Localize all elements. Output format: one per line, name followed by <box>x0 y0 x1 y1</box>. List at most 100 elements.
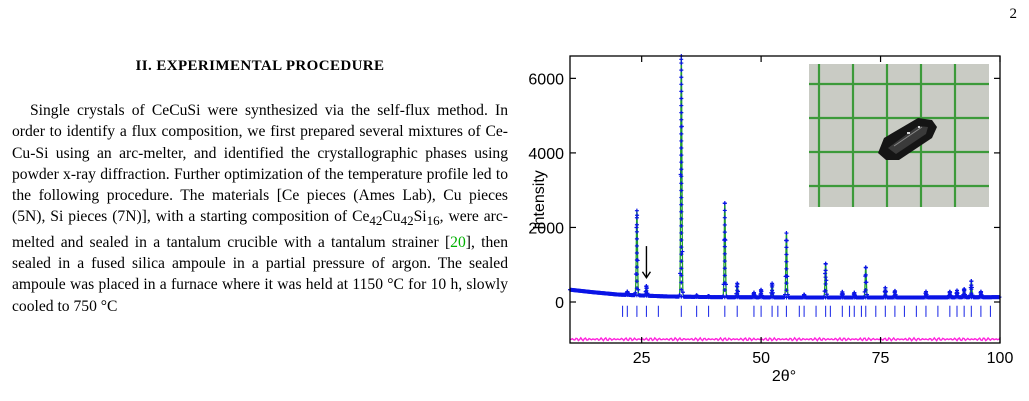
text-span: Single crystals of CeCuSi were synthesiz… <box>12 102 508 226</box>
observed-point <box>634 265 639 270</box>
observed-point <box>679 146 684 151</box>
observed-point <box>722 251 727 256</box>
observed-point <box>947 289 952 294</box>
observed-point <box>679 238 684 243</box>
observed-point <box>892 288 897 293</box>
observed-point <box>679 110 684 115</box>
observed-point <box>923 289 928 294</box>
x-tick-label: 50 <box>752 350 770 367</box>
observed-point <box>784 273 789 278</box>
observed-point <box>784 281 789 286</box>
observed-point <box>679 174 684 179</box>
observed-point <box>679 167 684 172</box>
observed-point <box>722 295 727 300</box>
observed-point <box>679 280 684 285</box>
observed-point <box>784 238 789 243</box>
observed-point <box>679 216 684 221</box>
observed-point <box>784 266 789 271</box>
text-span: Cu <box>382 208 401 226</box>
observed-point <box>969 287 974 292</box>
observed-point <box>722 280 727 285</box>
observed-point <box>706 294 711 299</box>
observed-point <box>679 68 684 73</box>
left-column: II. EXPERIMENTAL PROCEDURE Single crysta… <box>12 58 508 317</box>
observed-point <box>751 290 756 295</box>
observed-point <box>722 237 727 242</box>
observed-point <box>679 252 684 257</box>
observed-point <box>680 290 685 295</box>
observed-point <box>679 82 684 87</box>
y-tick-label: 2000 <box>528 220 564 237</box>
x-tick-label: 75 <box>872 350 890 367</box>
observed-point <box>969 291 974 296</box>
observed-point <box>634 272 639 277</box>
observed-point <box>634 236 639 241</box>
observed-point <box>978 289 983 294</box>
observed-point <box>679 230 684 235</box>
observed-point <box>679 117 684 122</box>
observed-point <box>784 295 789 300</box>
observed-point <box>969 295 974 300</box>
observed-point <box>634 208 639 213</box>
citation-link[interactable]: 20 <box>450 233 466 251</box>
observed-point <box>634 279 639 284</box>
observed-point <box>955 288 959 293</box>
observed-point <box>722 215 727 220</box>
observed-point <box>679 266 684 271</box>
observed-point <box>802 292 807 297</box>
observed-point <box>759 287 764 292</box>
observed-point <box>722 244 727 249</box>
observed-point <box>679 245 684 250</box>
observed-point <box>823 288 828 293</box>
observed-point <box>823 281 828 286</box>
subscript: 42 <box>369 213 383 229</box>
x-axis-label: 2θ° <box>772 368 796 385</box>
observed-series <box>568 54 1002 300</box>
subscript: 16 <box>426 213 440 229</box>
observed-point <box>679 124 684 129</box>
xrd-chart: 25 50 75 100 0 2000 4000 6000 2θ° Intensity <box>528 54 1013 385</box>
observed-point <box>679 160 684 165</box>
section-heading: II. EXPERIMENTAL PROCEDURE <box>135 58 385 74</box>
observed-point <box>722 230 727 235</box>
observed-point <box>770 284 775 289</box>
observed-point <box>784 252 789 257</box>
observed-point <box>679 75 684 80</box>
y-tick-label: 4000 <box>528 146 564 163</box>
difference-curve <box>569 336 1001 342</box>
observed-point <box>735 284 740 289</box>
observed-point <box>784 259 789 264</box>
observed-point <box>852 290 857 295</box>
text-span: Si <box>413 208 427 226</box>
axes-layer: 25 50 75 100 0 2000 4000 6000 <box>528 56 1013 367</box>
observed-point <box>823 295 828 300</box>
observed-point <box>679 181 684 186</box>
observed-point <box>644 283 649 288</box>
observed-point <box>680 249 685 254</box>
observed-point <box>969 283 974 288</box>
observed-point <box>679 195 684 200</box>
y-tick-label: 0 <box>555 295 564 312</box>
observed-point <box>840 289 845 294</box>
observed-point <box>969 279 974 284</box>
observed-point <box>634 222 639 227</box>
observed-point <box>633 290 638 295</box>
observed-point <box>634 293 639 298</box>
observed-point <box>722 259 727 264</box>
observed-point <box>634 215 639 220</box>
observed-point <box>679 259 684 264</box>
observed-point <box>735 288 740 293</box>
observed-point <box>679 209 684 214</box>
observed-point <box>770 291 775 296</box>
observed-point <box>679 89 684 94</box>
observed-point <box>824 278 829 283</box>
observed-point <box>634 229 639 234</box>
observed-point <box>679 153 684 158</box>
observed-point <box>863 272 868 277</box>
observed-point <box>634 243 639 248</box>
xrd-figure: 25 50 75 100 0 2000 4000 6000 2θ° Intensity <box>526 50 1020 395</box>
observed-point <box>679 61 684 66</box>
observed-point <box>634 258 639 263</box>
observed-point <box>722 222 727 227</box>
observed-point <box>962 286 967 291</box>
